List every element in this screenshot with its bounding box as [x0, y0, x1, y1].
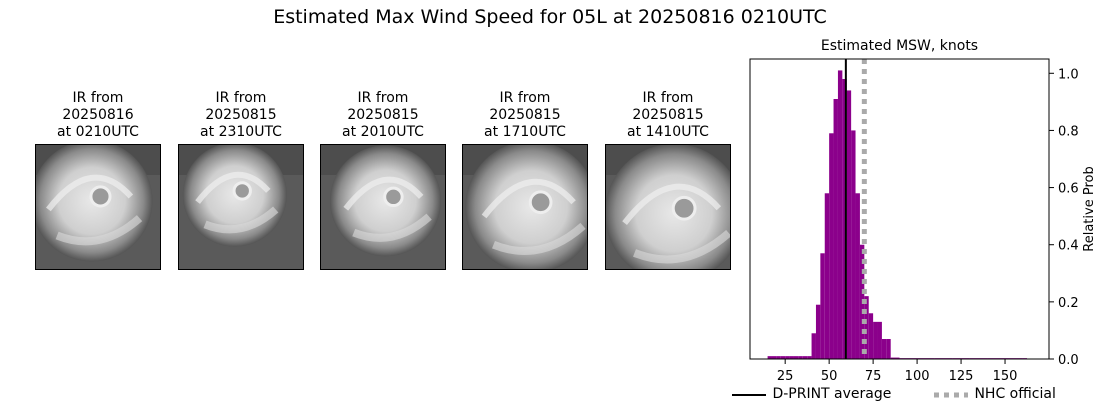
histogram-bar	[820, 253, 825, 359]
x-tick-label: 25	[777, 369, 794, 384]
histogram-bar	[811, 333, 816, 359]
ir-satellite-image	[178, 144, 304, 270]
plot-frame	[749, 58, 1050, 360]
ir-panel-4: IR from 20250815 at 1710UTC	[462, 90, 588, 270]
legend-dprint-label: D-PRINT average	[772, 386, 892, 402]
x-tick-label: 50	[821, 369, 838, 384]
histogram-bar	[776, 356, 781, 359]
histogram-bar	[868, 313, 874, 359]
ir-panel-title: IR from 20250815 at 2310UTC	[178, 90, 304, 144]
histogram-bar	[890, 357, 900, 359]
ir-panel-title: IR from 20250815 at 1410UTC	[605, 90, 731, 144]
ir-panel-title: IR from 20250815 at 2010UTC	[320, 90, 446, 144]
ir-panel-title: IR from 20250815 at 1710UTC	[462, 90, 588, 144]
y-tick-label: 0.2	[1058, 296, 1079, 311]
y-tick-label: 0.4	[1058, 239, 1079, 254]
histogram-bar	[798, 356, 803, 359]
histogram-bar	[802, 356, 808, 359]
ir-satellite-image	[35, 144, 161, 270]
ir-panel-title-line3: at 1710UTC	[484, 124, 566, 140]
ir-panel-title-line1: IR from	[499, 90, 551, 106]
y-axis-label: Relative Prob	[1082, 166, 1097, 251]
ir-panel-title-line3: at 1410UTC	[627, 124, 709, 140]
histogram-bar	[767, 356, 772, 359]
histogram-bar	[780, 356, 786, 359]
ir-panel-title-line3: at 0210UTC	[57, 124, 139, 140]
histogram-bar	[833, 99, 838, 359]
legend-dprint-swatch	[732, 394, 766, 396]
x-tick-label: 150	[993, 369, 1018, 384]
y-tick-label: 0.8	[1058, 124, 1079, 139]
ir-panel-1: IR from 20250816 at 0210UTC	[35, 90, 161, 270]
y-tick-label: 1.0	[1058, 67, 1079, 82]
ir-panel-title-line2: 20250815	[205, 107, 277, 123]
histogram-bar	[864, 296, 869, 359]
legend-nhc: NHC official	[934, 386, 1056, 402]
legend-nhc-label: NHC official	[974, 386, 1056, 402]
ir-panel-title-line1: IR from	[215, 90, 267, 106]
x-tick-label: 100	[905, 369, 930, 384]
histogram-bar	[824, 193, 830, 359]
histogram-bar	[829, 133, 834, 359]
histogram-bar	[886, 339, 891, 359]
histogram-bar	[877, 321, 882, 359]
histogram-bar	[771, 356, 777, 359]
ir-panel-title-line1: IR from	[72, 90, 124, 106]
legend-dprint: D-PRINT average	[732, 386, 891, 402]
ir-panel-title-line1: IR from	[357, 90, 409, 106]
x-tick-label: 125	[949, 369, 974, 384]
y-tick-label: 0.6	[1058, 182, 1079, 197]
figure-title: Estimated Max Wind Speed for 05L at 2025…	[273, 6, 827, 28]
ir-panel-title-line2: 20250815	[347, 107, 419, 123]
histogram-bar	[785, 356, 790, 359]
ir-satellite-image	[462, 144, 588, 270]
ir-panel-title-line1: IR from	[642, 90, 694, 106]
ir-panel-5: IR from 20250815 at 1410UTC	[605, 90, 731, 270]
ir-panel-title-line3: at 2310UTC	[200, 124, 282, 140]
ir-panel-2: IR from 20250815 at 2310UTC	[178, 90, 304, 270]
ir-panel-title: IR from 20250816 at 0210UTC	[35, 90, 161, 144]
ir-satellite-image	[320, 144, 446, 270]
ir-panel-title-line2: 20250815	[489, 107, 561, 123]
x-tick-label: 75	[865, 369, 882, 384]
ir-panel-title-line2: 20250816	[62, 107, 134, 123]
histogram-bar	[789, 356, 794, 359]
y-tick-label: 0.0	[1058, 353, 1079, 368]
histogram-bar	[807, 356, 812, 359]
histogram-bar	[815, 304, 821, 359]
chart-title: Estimated MSW, knots	[821, 38, 978, 54]
histogram-bar	[855, 193, 860, 359]
histogram-bar	[842, 79, 847, 359]
ir-panel-title-line2: 20250815	[632, 107, 704, 123]
ir-panel-3: IR from 20250815 at 2010UTC	[320, 90, 446, 270]
histogram-bar	[846, 90, 852, 359]
legend-nhc-swatch	[934, 392, 968, 398]
histogram-bar	[851, 130, 856, 359]
histogram-bar	[793, 356, 799, 359]
histogram-bar	[837, 70, 843, 359]
histogram-bar	[881, 339, 887, 359]
ir-satellite-image	[605, 144, 731, 270]
ir-panel-title-line3: at 2010UTC	[342, 124, 424, 140]
histogram-bar	[873, 321, 878, 359]
